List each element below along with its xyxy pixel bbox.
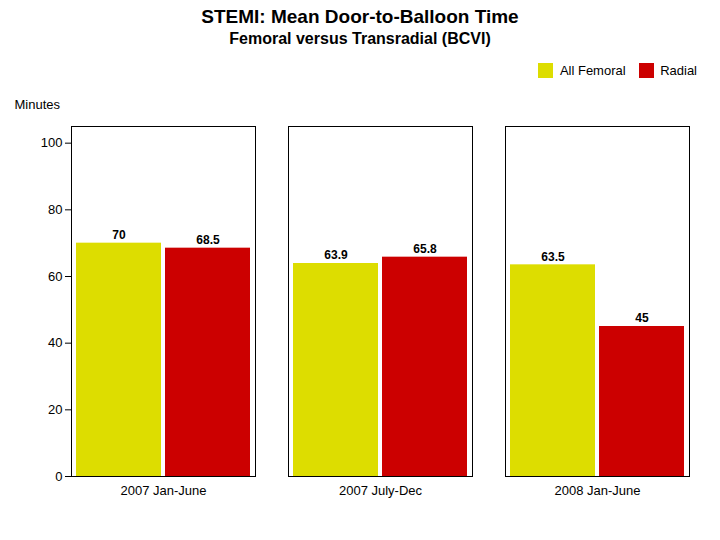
- svg-text:63.5: 63.5: [541, 249, 565, 263]
- svg-text:68.5: 68.5: [196, 233, 220, 247]
- html-text:Radial: Radial: [660, 63, 697, 78]
- svg-text:70: 70: [112, 228, 126, 242]
- svg-text:Minutes: Minutes: [15, 96, 61, 111]
- html-text:All Femoral: All Femoral: [559, 63, 626, 78]
- html-text:STEMI: Mean Door-to-Balloon Ti: STEMI: Mean Door-to-Balloon Time: [201, 6, 519, 27]
- svg-text:45: 45: [635, 311, 649, 325]
- svg-text:65.8: 65.8: [413, 242, 437, 256]
- svg-text:0: 0: [55, 468, 62, 483]
- html-text:Femoral versus Transradial (BC: Femoral versus Transradial (BCVI): [229, 30, 491, 47]
- svg-text:63.9: 63.9: [324, 248, 348, 262]
- svg-text:20: 20: [48, 401, 62, 416]
- svg-text:2007 Jan-June: 2007 Jan-June: [120, 482, 206, 497]
- svg-text:2007 July-Dec: 2007 July-Dec: [339, 482, 423, 497]
- svg-text:60: 60: [48, 268, 62, 283]
- svg-text:40: 40: [48, 335, 62, 350]
- svg-text:100: 100: [41, 135, 63, 150]
- svg-text:2008 Jan-June: 2008 Jan-June: [554, 482, 640, 497]
- svg-text:80: 80: [48, 201, 62, 216]
